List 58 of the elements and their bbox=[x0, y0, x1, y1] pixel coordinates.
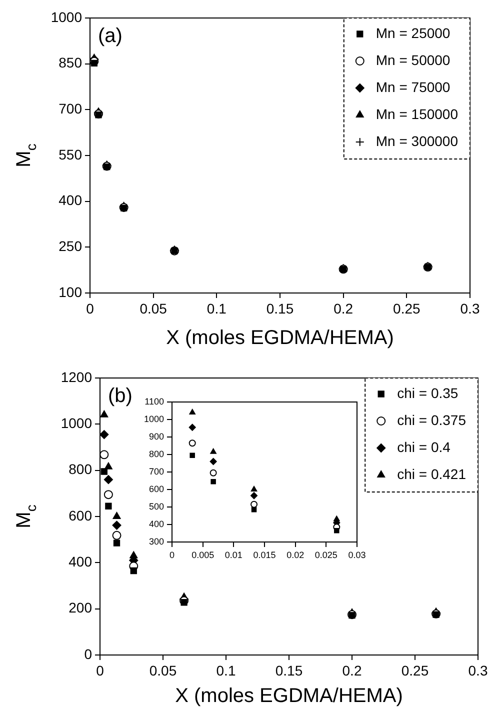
y-tick-label: 400 bbox=[58, 192, 82, 208]
annotation: (b) bbox=[108, 385, 132, 407]
legend-label: chi = 0.4 bbox=[397, 438, 451, 455]
legend-label: Mn = 300000 bbox=[376, 132, 458, 149]
y-tick-label: 600 bbox=[68, 507, 92, 524]
y-tick-label: 600 bbox=[148, 484, 164, 494]
x-tick-label: 0.03 bbox=[348, 550, 366, 560]
annotation: (a) bbox=[98, 25, 122, 47]
legend-label: chi = 0.35 bbox=[397, 384, 458, 401]
y-tick-label: 1000 bbox=[50, 8, 82, 25]
x-tick-label: 0.25 bbox=[401, 662, 429, 678]
y-tick-label: 1000 bbox=[144, 414, 164, 424]
y-tick-label: 500 bbox=[148, 501, 164, 512]
legend-label: Mn = 75000 bbox=[376, 78, 450, 95]
x-tick-label: 0.025 bbox=[314, 550, 338, 560]
y-tick-label: 100 bbox=[58, 284, 82, 300]
x-tick-label: 0.05 bbox=[140, 300, 168, 316]
y-tick-label: 400 bbox=[68, 554, 92, 570]
y-tick-label: 850 bbox=[58, 54, 82, 71]
x-tick-label: 0.01 bbox=[224, 550, 242, 560]
y-tick-label: 700 bbox=[148, 466, 164, 476]
x-tick-label: 0.005 bbox=[192, 550, 214, 560]
legend-label: Mn = 25000 bbox=[376, 24, 450, 41]
x-tick-label: 0.2 bbox=[342, 662, 362, 678]
y-tick-label: 1100 bbox=[144, 396, 164, 406]
x-tick-label: 0.015 bbox=[253, 550, 276, 560]
y-tick-label: 800 bbox=[148, 448, 164, 459]
y-tick-label: 300 bbox=[148, 536, 164, 546]
x-tick-label: 0.3 bbox=[460, 300, 480, 316]
y-tick-label: 800 bbox=[68, 461, 92, 478]
y-axis-title: Mc bbox=[13, 504, 39, 528]
legend-label: Mn = 150000 bbox=[376, 106, 458, 122]
x-tick-label: 0.3 bbox=[468, 662, 488, 678]
y-tick-label: 250 bbox=[58, 238, 82, 254]
y-tick-label: 1000 bbox=[60, 415, 92, 432]
x-tick-label: 0.15 bbox=[275, 662, 303, 678]
legend-label: chi = 0.375 bbox=[397, 412, 466, 428]
x-tick-label: 0.2 bbox=[334, 300, 354, 316]
legend-label: Mn = 50000 bbox=[376, 52, 450, 68]
y-axis-title: Mc bbox=[13, 144, 39, 168]
y-tick-label: 400 bbox=[148, 518, 164, 529]
y-tick-label: 0 bbox=[84, 646, 92, 662]
x-tick-label: 0.1 bbox=[206, 300, 227, 316]
y-tick-label: 700 bbox=[58, 100, 82, 117]
x-tick-label: 0.1 bbox=[216, 662, 236, 678]
x-tick-label: 0 bbox=[169, 550, 175, 560]
x-tick-label: 0.05 bbox=[149, 662, 177, 678]
x-tick-label: 0.15 bbox=[266, 300, 294, 316]
x-axis-title: X (moles EGDMA/HEMA) bbox=[175, 685, 403, 707]
x-tick-label: 0.02 bbox=[286, 550, 304, 560]
y-tick-label: 200 bbox=[68, 600, 92, 616]
x-axis-title: X (moles EGDMA/HEMA) bbox=[166, 327, 394, 349]
x-tick-label: 0 bbox=[96, 662, 104, 678]
x-tick-label: 0.25 bbox=[393, 300, 421, 316]
y-tick-label: 550 bbox=[58, 146, 82, 162]
y-tick-label: 1200 bbox=[60, 368, 92, 385]
y-tick-label: 900 bbox=[148, 431, 164, 442]
legend-label: chi = 0.421 bbox=[397, 466, 466, 482]
